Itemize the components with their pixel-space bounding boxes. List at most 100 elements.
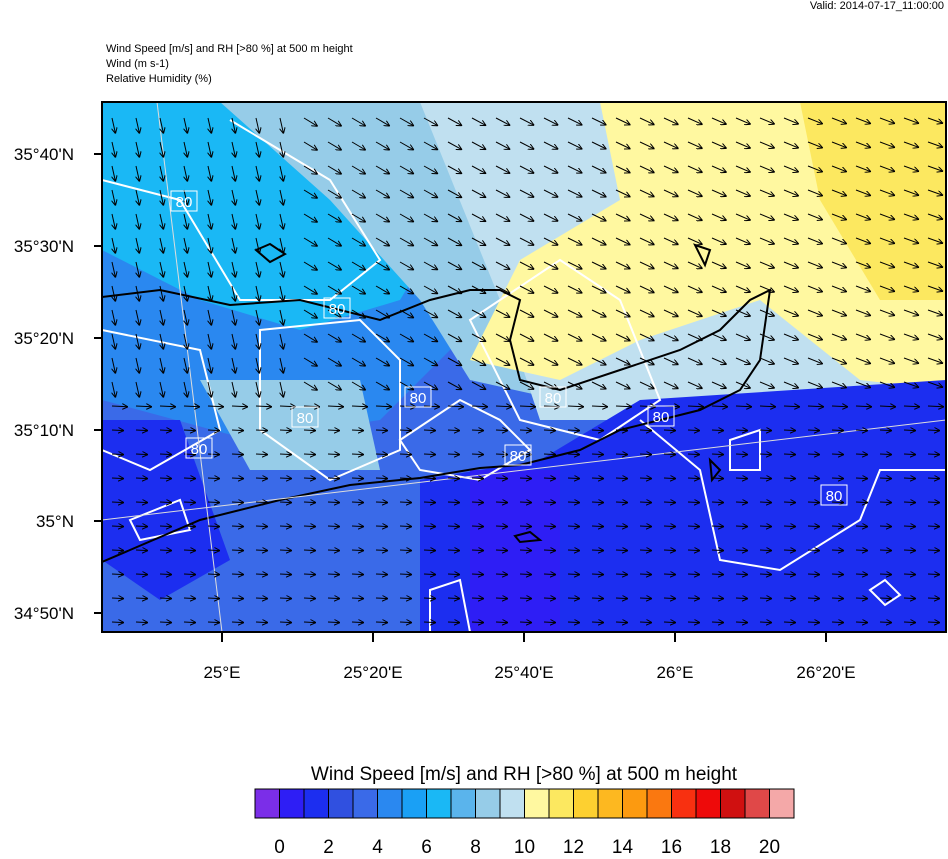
wind-arrow bbox=[567, 598, 580, 599]
wind-arrow bbox=[160, 189, 164, 206]
wind-arrow bbox=[495, 165, 510, 173]
wind-arrow bbox=[351, 574, 364, 575]
wind-arrow bbox=[639, 333, 654, 341]
contour-labels: 80 80 80 80 80 80 80 80 80 bbox=[170, 190, 848, 506]
wind-arrow bbox=[280, 141, 284, 158]
wind-arrow bbox=[303, 454, 316, 455]
wind-arrow bbox=[879, 165, 895, 172]
wind-arrow bbox=[903, 309, 919, 315]
wind-arrow bbox=[447, 237, 462, 246]
wind-arrow bbox=[184, 141, 188, 158]
wind-arrow bbox=[687, 285, 703, 293]
wind-arrow bbox=[711, 261, 727, 268]
wind-arrow bbox=[447, 550, 460, 551]
wind-arrow bbox=[759, 622, 772, 623]
wind-arrow bbox=[735, 526, 748, 527]
wind-arrow bbox=[855, 502, 868, 503]
wind-arrow bbox=[399, 574, 412, 575]
wind-arrow bbox=[543, 574, 556, 575]
wind-arrow bbox=[759, 117, 775, 124]
wind-arrow bbox=[927, 406, 944, 407]
wind-arrow bbox=[615, 406, 632, 407]
wind-arrow bbox=[687, 309, 703, 317]
colorbar-box bbox=[352, 788, 378, 819]
wind-arrow bbox=[903, 574, 916, 575]
wind-arrow bbox=[711, 598, 724, 599]
wind-arrow bbox=[735, 189, 751, 196]
wind-arrow bbox=[351, 430, 364, 431]
contour-label-box bbox=[539, 386, 567, 408]
colorbar-box bbox=[303, 788, 329, 819]
wind-arrow bbox=[735, 622, 748, 623]
wind-arrow bbox=[711, 333, 727, 340]
wind-arrow bbox=[831, 117, 847, 124]
wind-arrow bbox=[447, 406, 464, 407]
wind-arrow bbox=[399, 117, 414, 126]
wind-arrow bbox=[615, 165, 630, 173]
wind-arrow bbox=[399, 141, 414, 150]
wind-arrow bbox=[351, 478, 364, 479]
wind-arrow bbox=[567, 309, 582, 317]
lat-label: 35°30'N bbox=[14, 237, 74, 256]
contour-label: 80 bbox=[510, 448, 527, 465]
wind-arrow bbox=[280, 261, 284, 278]
wind-arrow bbox=[663, 309, 679, 317]
wind-arrow bbox=[136, 213, 140, 230]
wind-arrow bbox=[735, 165, 751, 172]
wind-arrow bbox=[351, 213, 366, 222]
wind-arrow bbox=[327, 117, 342, 126]
wind-arrow bbox=[735, 141, 751, 148]
wind-arrow bbox=[567, 381, 582, 389]
wind-arrow bbox=[256, 333, 260, 350]
wind-arrow bbox=[231, 430, 244, 431]
wind-arrow bbox=[112, 285, 116, 302]
wind-arrow bbox=[495, 333, 510, 341]
wind-arrow bbox=[447, 261, 462, 270]
wind-arrow bbox=[687, 454, 700, 455]
wind-arrow bbox=[423, 285, 438, 294]
wind-arrow bbox=[711, 550, 724, 551]
wind-arrow bbox=[567, 333, 582, 341]
wind-arrow bbox=[903, 237, 919, 243]
wind-arrow bbox=[663, 117, 679, 125]
colorbar-tick-label: 18 bbox=[710, 837, 731, 854]
wind-arrow bbox=[759, 213, 775, 220]
colorbar-box bbox=[499, 788, 525, 819]
wind-arrow bbox=[303, 598, 316, 599]
wind-arrow bbox=[903, 357, 919, 363]
wind-arrow bbox=[183, 502, 196, 503]
wind-arrow bbox=[256, 357, 260, 374]
wind-arrow bbox=[807, 478, 820, 479]
wind-arrow bbox=[136, 117, 140, 134]
wind-arrow bbox=[903, 165, 919, 171]
wind-arrow bbox=[831, 478, 844, 479]
wind-arrow bbox=[663, 333, 679, 341]
wind-arrow bbox=[423, 165, 438, 174]
wind-arrow bbox=[927, 357, 943, 363]
colorbar-box bbox=[328, 788, 354, 819]
wind-arrow bbox=[855, 574, 868, 575]
wind-arrow bbox=[208, 165, 212, 182]
wind-arrow bbox=[855, 478, 868, 479]
colorbar-box bbox=[450, 788, 476, 819]
wind-arrow bbox=[184, 357, 188, 374]
wind-arrow bbox=[927, 285, 943, 291]
wind-arrow bbox=[375, 357, 390, 366]
wind-arrow bbox=[232, 141, 236, 158]
wind-arrow bbox=[351, 165, 366, 174]
contour-label: 80 bbox=[297, 410, 314, 427]
wind-arrow bbox=[495, 309, 510, 317]
wind-arrow bbox=[567, 550, 580, 551]
wind-arrow bbox=[231, 622, 244, 623]
wind-arrow bbox=[615, 141, 630, 149]
wind-arrow bbox=[735, 454, 748, 455]
wind-arrow bbox=[471, 357, 486, 366]
wind-arrow bbox=[207, 550, 220, 551]
wind-arrow bbox=[519, 430, 532, 431]
wind-arrow bbox=[759, 309, 775, 316]
wind-arrow bbox=[759, 165, 775, 172]
wind-arrow bbox=[543, 598, 556, 599]
wind-arrow bbox=[567, 237, 582, 245]
wind-arrow bbox=[495, 526, 508, 527]
wind-arrow bbox=[591, 141, 606, 149]
